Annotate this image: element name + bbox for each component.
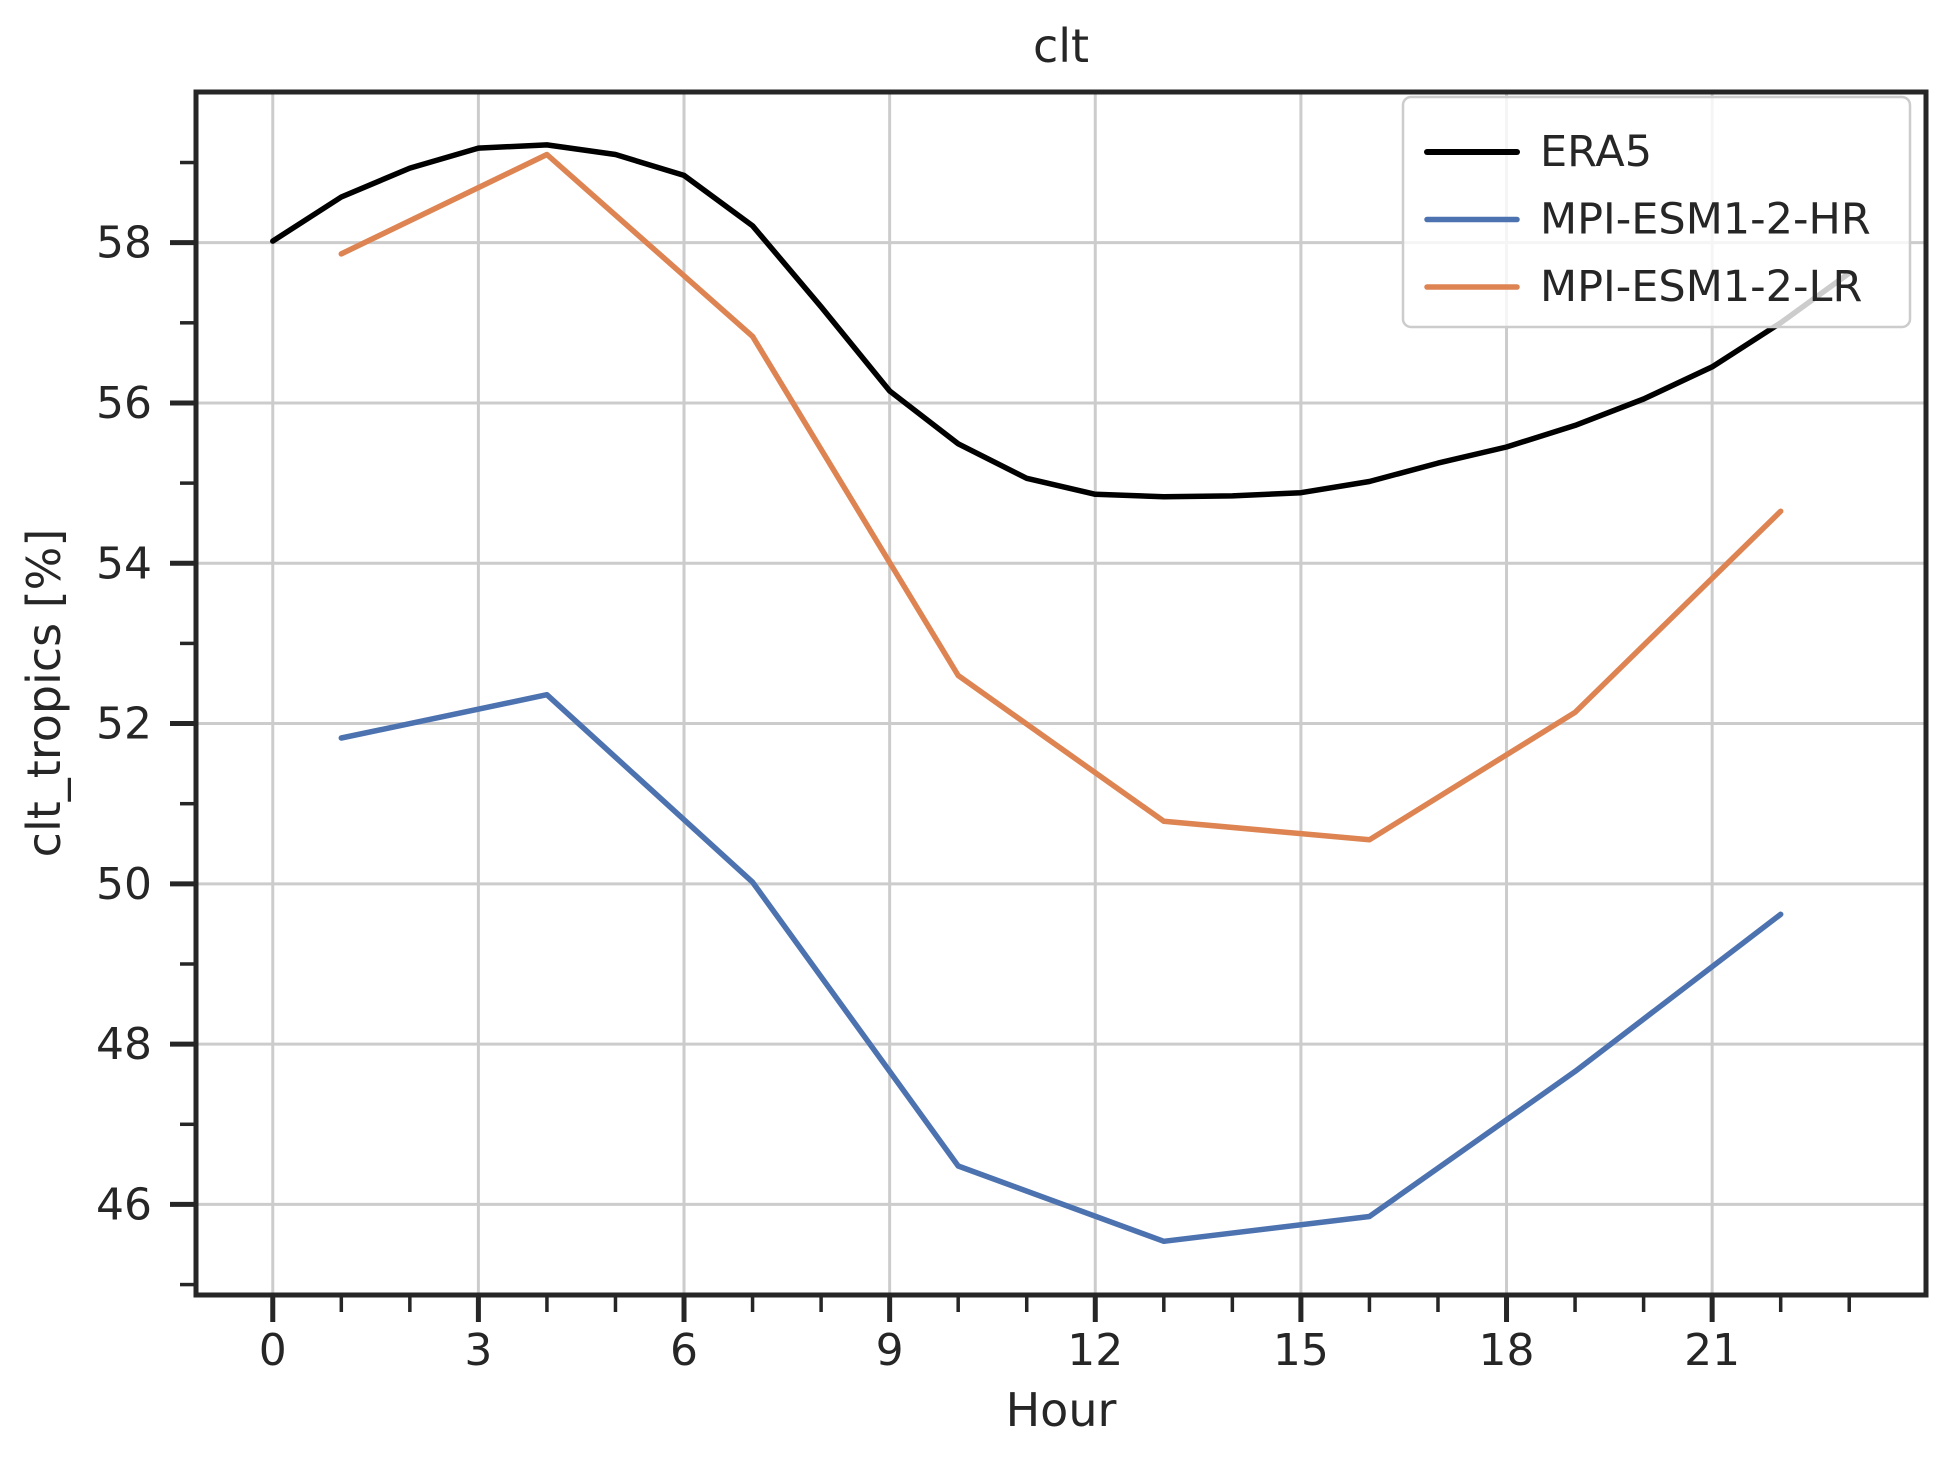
- series-line-mpi-esm1-2-hr: [338, 691, 1784, 1245]
- y-tick-label: 50: [96, 859, 152, 910]
- y-tick-label: 48: [96, 1019, 152, 1070]
- x-tick-label: 9: [876, 1325, 904, 1376]
- x-tick-label: 15: [1273, 1325, 1329, 1376]
- series-line-mpi-esm1-2-lr: [338, 151, 1784, 843]
- chart-title: clt: [1033, 19, 1089, 73]
- x-tick-label: 0: [259, 1325, 287, 1376]
- x-tick-label: 12: [1067, 1325, 1123, 1376]
- x-tick-label: 21: [1684, 1325, 1740, 1376]
- y-tick-label: 46: [96, 1179, 152, 1230]
- y-tick-label: 56: [96, 378, 152, 429]
- legend-box: [1401, 95, 1912, 329]
- axes-spines: [193, 89, 1929, 1298]
- x-tick-label: 18: [1479, 1325, 1535, 1376]
- x-axis-label: Hour: [1006, 1383, 1117, 1437]
- series-line-era5: [270, 142, 1852, 500]
- legend-label: MPI-ESM1-2-LR: [1540, 262, 1862, 312]
- x-tick-label: 6: [670, 1325, 698, 1376]
- y-tick-label: 58: [96, 218, 152, 269]
- y-axis-label: clt_tropics [%]: [17, 529, 71, 858]
- series-layer: [270, 142, 1852, 1245]
- y-tick-label: 52: [96, 699, 152, 750]
- y-tick-label: 54: [96, 538, 152, 589]
- x-tick-label: 3: [464, 1325, 492, 1376]
- legend-label: ERA5: [1540, 127, 1652, 177]
- axes-layer: 0 3 6 9 12 15 18 21 46 48 50 52 54 56 58: [96, 89, 1929, 1376]
- legend: ERA5 MPI-ESM1-2-HR MPI-ESM1-2-LR: [1401, 95, 1912, 329]
- legend-label: MPI-ESM1-2-HR: [1540, 195, 1871, 245]
